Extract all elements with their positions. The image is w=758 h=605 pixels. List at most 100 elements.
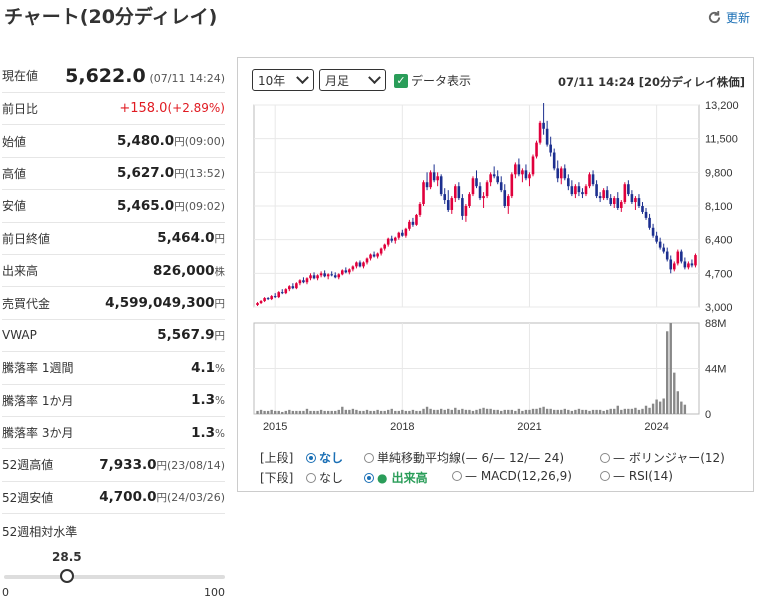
volume-bar bbox=[517, 408, 521, 414]
volume-bar bbox=[637, 409, 641, 414]
volume-bar bbox=[376, 409, 379, 414]
refresh-label: 更新 bbox=[725, 11, 750, 25]
volume-bar bbox=[425, 406, 429, 414]
change-value: +158.0 bbox=[119, 101, 168, 117]
volume-bar bbox=[524, 409, 528, 414]
candle-body bbox=[415, 214, 418, 225]
candle-body bbox=[694, 255, 697, 266]
volume-bar bbox=[348, 409, 351, 414]
volume-bar bbox=[620, 409, 623, 414]
volume-bar bbox=[584, 409, 588, 414]
volume-bar bbox=[482, 407, 485, 414]
lower-macd-radio[interactable]: — MACD(12,26,9) bbox=[452, 469, 572, 483]
volume-bar bbox=[401, 409, 404, 414]
data-display-checkbox[interactable]: ✓ データ表示 bbox=[394, 72, 471, 89]
candle-body bbox=[506, 196, 510, 206]
volume-bar bbox=[503, 409, 506, 414]
candle-body bbox=[648, 217, 651, 228]
volume-bar bbox=[605, 409, 609, 414]
y-tick-label: 13,200 bbox=[705, 100, 739, 112]
interval-select[interactable]: 月足 bbox=[319, 69, 386, 91]
volume-bar bbox=[295, 410, 298, 414]
stat-unit: 円 bbox=[174, 168, 185, 181]
stat-label: 52週安値 bbox=[2, 490, 54, 505]
candle-body bbox=[574, 186, 577, 195]
candle-body bbox=[358, 262, 362, 267]
y-tick-label: 3,000 bbox=[705, 302, 733, 314]
lower-none-radio[interactable]: なし bbox=[306, 469, 343, 486]
upper-bollinger-radio[interactable]: — ボリンジャー(12) bbox=[600, 449, 725, 466]
volume-bar bbox=[330, 410, 333, 414]
candle-body bbox=[351, 266, 355, 270]
candle-body bbox=[517, 164, 521, 175]
current-time: (07/11 14:24) bbox=[149, 71, 225, 85]
volume-bar bbox=[323, 410, 326, 414]
stat-label: 始値 bbox=[2, 134, 27, 149]
candle-body bbox=[623, 184, 627, 203]
candle-body bbox=[556, 168, 560, 179]
candle-body bbox=[672, 263, 676, 270]
stat-open: 始値 5,480.0円(09:00) bbox=[2, 125, 225, 158]
stat-value: 5,465.0 bbox=[116, 197, 175, 214]
volume-bar bbox=[616, 405, 619, 414]
candle-body bbox=[348, 269, 351, 273]
volume-bar bbox=[291, 410, 295, 414]
candle-body bbox=[298, 280, 302, 284]
volume-bar bbox=[439, 408, 443, 414]
candle-body bbox=[302, 280, 305, 283]
candle-body bbox=[651, 227, 655, 236]
candle-body bbox=[528, 174, 531, 179]
volume-bar bbox=[648, 407, 651, 414]
volume-bar bbox=[447, 408, 450, 414]
upper-none-radio[interactable]: なし bbox=[306, 449, 343, 466]
candle-body bbox=[422, 182, 425, 205]
stat-prev-close: 前日終値 5,464.0円 bbox=[2, 223, 225, 255]
stat-unit: % bbox=[215, 395, 225, 408]
volume-bar bbox=[630, 408, 634, 414]
volume-bar bbox=[259, 409, 263, 414]
lower-volume-radio[interactable]: ● 出来高 bbox=[364, 469, 428, 486]
candle-body bbox=[567, 178, 570, 187]
chart-panel: 10年 月足 ✓ データ表示 07/11 14:24 [20分ディレイ株価] 1… bbox=[237, 57, 754, 492]
lower-indicator-label: [下段] bbox=[260, 471, 294, 485]
volume-bar bbox=[369, 410, 372, 414]
option-label: なし bbox=[319, 471, 344, 485]
candle-body bbox=[641, 206, 644, 212]
stat-high: 高値 5,627.0円(13:52) bbox=[2, 158, 225, 191]
y-tick-label: 4,700 bbox=[705, 268, 733, 280]
volume-tick-label: 44M bbox=[705, 364, 726, 376]
volume-bar bbox=[471, 410, 475, 414]
candle-body bbox=[333, 275, 337, 278]
candle-body bbox=[521, 170, 524, 175]
candle-body bbox=[514, 164, 517, 175]
stat-low52: 52週安値 4,700.0円(24/03/26) bbox=[2, 482, 225, 515]
stat-unit: 円 bbox=[214, 233, 226, 246]
candle-body bbox=[531, 156, 535, 175]
volume-bar bbox=[443, 409, 446, 414]
candle-body bbox=[312, 275, 316, 279]
volume-bar bbox=[475, 409, 478, 414]
candlestick-chart: 13,200 11,500 9,800 8,100 6,400 4,700 3,000 201… bbox=[253, 100, 739, 433]
stat-label: 52週高値 bbox=[2, 458, 54, 473]
radio-icon bbox=[600, 471, 610, 481]
y-tick-label: 11,500 bbox=[705, 134, 738, 146]
stat-unit: 円 bbox=[174, 136, 185, 149]
lower-rsi-radio[interactable]: — RSI(14) bbox=[600, 469, 673, 483]
volume-bar bbox=[372, 410, 376, 414]
candle-body bbox=[471, 178, 475, 195]
candle-body bbox=[436, 176, 439, 181]
volume-bar bbox=[379, 410, 383, 414]
candle-body bbox=[273, 296, 277, 298]
candle-body bbox=[277, 292, 281, 298]
volume-bar bbox=[383, 410, 386, 414]
candle-body bbox=[461, 198, 464, 216]
stat-unit: 円 bbox=[156, 492, 168, 505]
stat-value: 826,000 bbox=[153, 262, 215, 279]
refresh-button[interactable]: 更新 bbox=[707, 9, 750, 26]
upper-sma-radio[interactable]: 単純移動平均線(— 6/— 12/— 24) bbox=[364, 449, 564, 466]
stat-value: 5,567.9 bbox=[157, 327, 215, 344]
candle-body bbox=[280, 292, 284, 294]
relative-level-slider: 52週相対水準 28.5 0 100 bbox=[2, 523, 225, 599]
stat-unit: 株 bbox=[214, 265, 226, 278]
period-select[interactable]: 10年 bbox=[252, 69, 314, 91]
